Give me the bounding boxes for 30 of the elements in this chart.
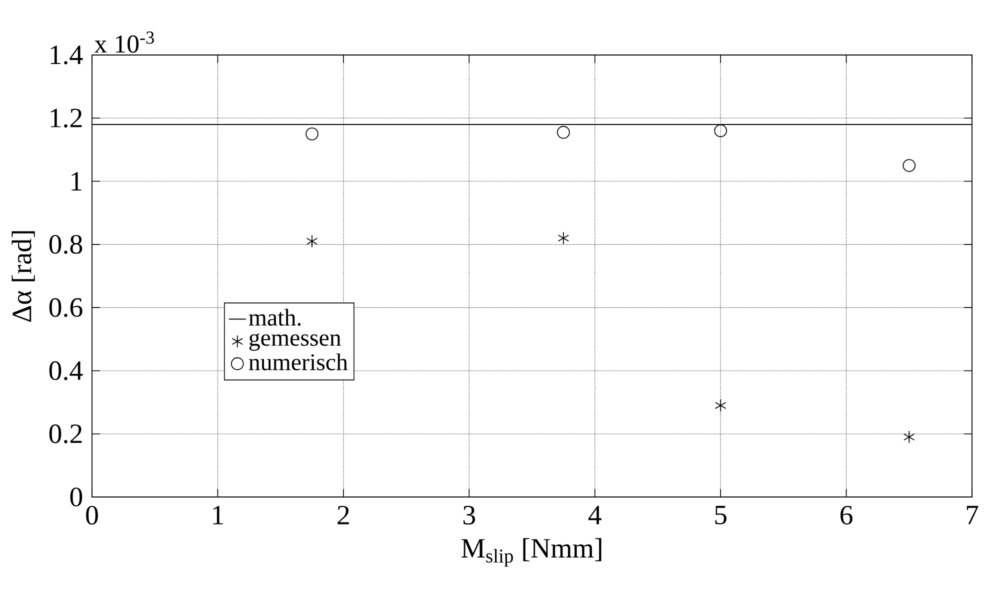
x-tick-label: 6: [840, 506, 852, 525]
point: [714, 399, 726, 412]
x-tick-label: 2: [338, 506, 349, 524]
x-axis-title: M$_{slip}$ [Nmm]: [461, 538, 602, 567]
x-tick-label: 5: [715, 506, 726, 524]
point: [714, 124, 728, 138]
legend-label: numerisch: [248, 353, 348, 370]
point: [558, 232, 570, 245]
y-tick-label: 0.8: [49, 234, 82, 254]
y-tick-label: 1.2: [50, 108, 82, 128]
y-tick-label: 1.4: [50, 46, 83, 64]
point: [557, 126, 570, 139]
x-tick-label: 1: [213, 506, 224, 524]
x-tick-label: 7: [966, 506, 978, 524]
x-tick-label: 3: [464, 506, 476, 525]
y-axis-title: Δα [rad]: [12, 231, 35, 322]
y-tick-label: 0.2: [49, 424, 82, 444]
y-tick-label: 0.6: [49, 298, 82, 318]
x-tick-label: 4: [588, 506, 602, 524]
legend-label: math.: [248, 308, 301, 326]
point: [904, 430, 915, 444]
point: [306, 234, 318, 248]
point: [902, 159, 916, 172]
point: [306, 127, 318, 140]
x-tick-label: 0: [86, 506, 98, 525]
y-tick-label: 1: [72, 172, 82, 190]
y-tick-label: 0: [70, 488, 82, 506]
text: x 10$^{-3}$: [94, 32, 154, 53]
y-tick-label: 0.4: [49, 361, 83, 380]
legend-label: gemessen: [249, 333, 341, 351]
